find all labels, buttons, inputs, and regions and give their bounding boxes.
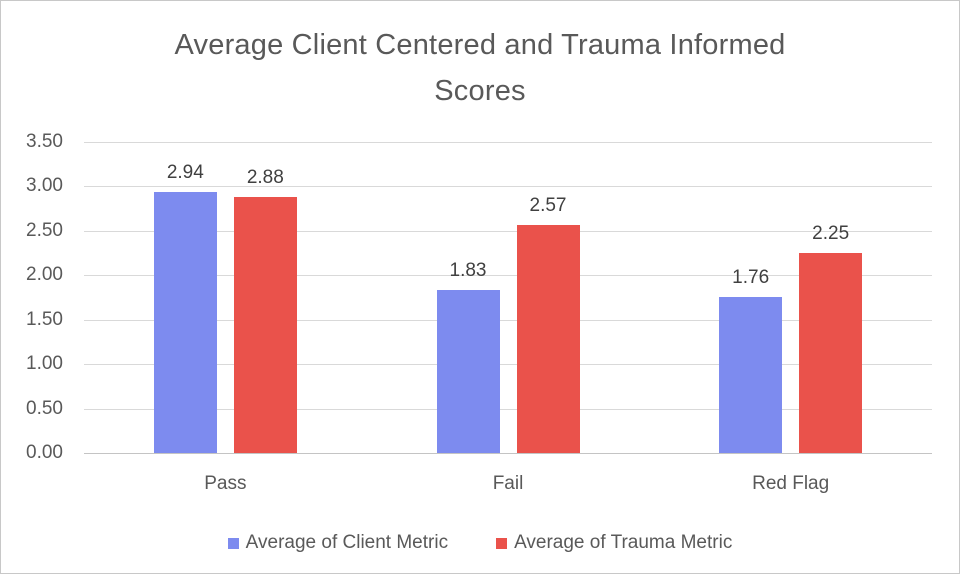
y-tick-label: 2.50 [26,219,63,241]
bar [719,296,783,453]
gridline [84,364,932,366]
gridline [84,142,932,143]
legend-swatch-icon [496,537,508,549]
legend-item: Average of Client Metric [227,531,449,555]
y-tick-label: 0.00 [26,442,63,463]
bar-value-label: 2.88 [246,167,284,189]
y-tick-label: 3.00 [26,175,63,197]
legend-item: Average of Trauma Metric [496,531,732,555]
y-tick-label: 1.50 [26,308,63,330]
bar [233,197,297,453]
x-category-label: Red Flag [752,473,830,494]
gridline [84,230,932,232]
x-category-label: Fail [492,473,524,494]
bar-value-label: 2.94 [166,161,204,183]
y-tick-label: 3.50 [26,131,63,152]
bar [436,290,500,453]
gridline [84,408,932,410]
chart-title: Average Client Centered and Trauma Infor… [1,22,959,114]
bar [516,224,580,453]
gridline [84,319,932,321]
y-tick-label: 2.00 [26,264,63,286]
bar-value-label: 2.57 [529,194,567,216]
bar-value-label: 2.25 [812,223,850,245]
bar-value-label: 1.76 [732,266,770,288]
y-tick-label: 1.00 [26,353,63,375]
legend-swatch-icon [227,537,239,549]
bar [799,253,863,453]
y-tick-label: 0.50 [26,397,63,419]
x-category-label: Pass [204,473,247,494]
legend-label: Average of Client Metric [245,532,449,553]
gridline [84,186,932,188]
legend-label: Average of Trauma Metric [514,532,733,553]
bar [153,191,217,453]
x-axis-line [84,453,932,454]
legend: Average of Client Metric Average of Traum… [1,531,959,555]
chart-title-text: Average Client Centered and Trauma Infor… [174,29,786,107]
gridline [84,275,932,277]
bar-value-label: 1.83 [449,260,487,282]
